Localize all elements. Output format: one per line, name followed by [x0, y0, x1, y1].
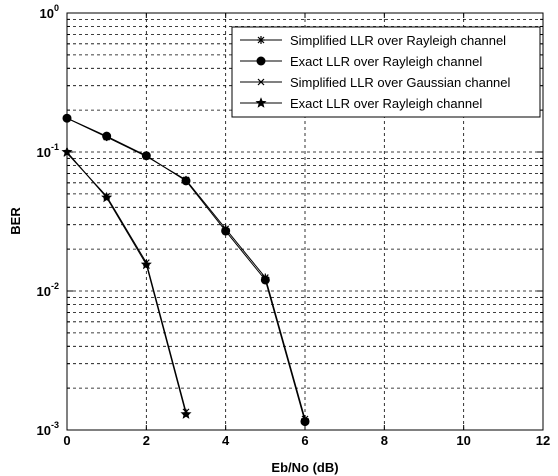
- series-line: [66, 117, 306, 422]
- legend-item: Exact LLR over Rayleigh channel: [240, 54, 482, 69]
- legend-label: Simplified LLR over Gaussian channel: [290, 75, 511, 90]
- y-tick-label: 10-1: [37, 142, 59, 160]
- data-point-dot: [102, 131, 112, 141]
- data-point-star: [255, 97, 267, 108]
- data-point-star: [140, 258, 152, 270]
- data-point-dot: [141, 151, 151, 161]
- series-line: [66, 117, 306, 420]
- legend: Simplified LLR over Rayleigh channel Exac…: [231, 26, 541, 118]
- data-point-dot: [256, 56, 266, 66]
- data-point-cross: [257, 78, 265, 86]
- legend-item: Exact LLR over Rayleigh channel: [240, 96, 482, 111]
- x-axis-label: Eb/No (dB): [271, 460, 338, 475]
- data-point-dot: [260, 275, 270, 285]
- legend-box: [231, 26, 541, 118]
- y-tick-label: 10-3: [37, 420, 59, 438]
- data-point-dot: [221, 226, 231, 236]
- data-point-asterisk: [257, 36, 265, 44]
- legend-label: Exact LLR over Rayleigh channel: [290, 96, 482, 111]
- legend-item: Simplified LLR over Rayleigh channel: [240, 33, 506, 48]
- legend-label: Simplified LLR over Rayleigh channel: [290, 33, 506, 48]
- series-4: [61, 146, 192, 419]
- series-1: [63, 114, 309, 423]
- x-tick-label: 10: [456, 433, 470, 448]
- x-tick-label: 12: [536, 433, 550, 448]
- series-3: [63, 149, 190, 416]
- plot-series: [61, 113, 310, 427]
- y-tick-label: 100: [40, 3, 59, 21]
- data-point-dot: [300, 417, 310, 427]
- series-line: [66, 151, 187, 415]
- series-line: [66, 152, 187, 413]
- x-tick-label: 0: [63, 433, 70, 448]
- y-axis-label: BER: [8, 207, 23, 235]
- legend-item: Simplified LLR over Gaussian channel: [240, 75, 511, 90]
- data-point-star: [101, 191, 113, 203]
- y-tick-label: 10-2: [37, 281, 59, 299]
- data-point-star: [180, 408, 192, 419]
- x-tick-label: 8: [381, 433, 388, 448]
- x-tick-label: 6: [301, 433, 308, 448]
- x-tick-label: 4: [222, 433, 230, 448]
- series-2: [62, 113, 310, 427]
- legend-label: Exact LLR over Rayleigh channel: [290, 54, 482, 69]
- x-tick-label: 2: [143, 433, 150, 448]
- data-point-dot: [181, 176, 191, 186]
